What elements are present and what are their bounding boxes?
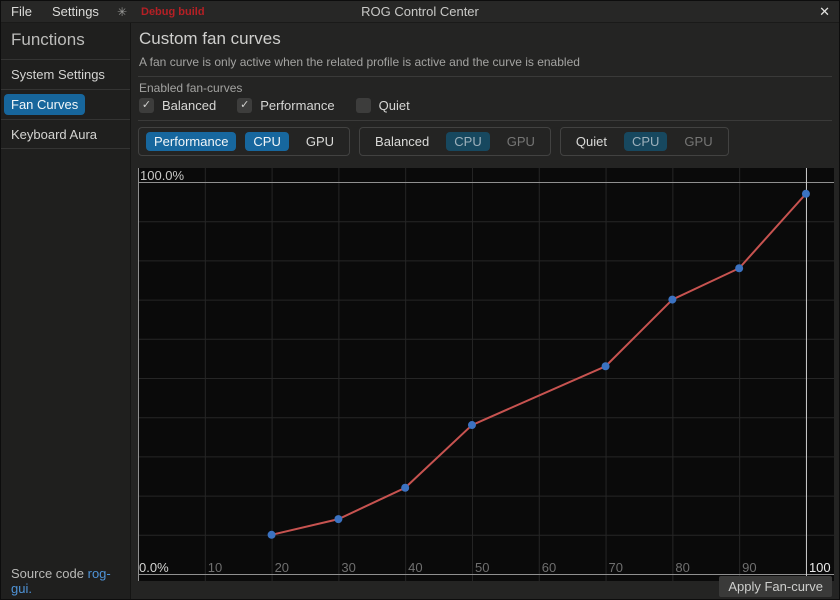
fan-group-balanced: Balanced CPU GPU: [359, 127, 551, 156]
fan-curve-point[interactable]: [735, 264, 744, 273]
menu-settings[interactable]: Settings: [51, 4, 99, 19]
apply-fan-curve-button[interactable]: Apply Fan-curve: [719, 576, 832, 597]
fan-curve-line: [271, 193, 807, 536]
divider: [138, 76, 832, 77]
rog-gui-link[interactable]: rog-gui.: [11, 566, 111, 596]
x-tick-label: 100: [809, 560, 831, 575]
fan-curve-point[interactable]: [601, 362, 610, 371]
checkbox-label: Balanced: [162, 98, 217, 113]
x-tick-label: 40: [408, 560, 422, 575]
profile-group-row: Performance CPU GPU Balanced CPU GPU Qui…: [138, 127, 729, 156]
divider: [138, 120, 832, 121]
checkbox-icon: ✓: [237, 98, 253, 113]
fan-curve-point[interactable]: [467, 421, 476, 430]
x-tick-label: 20: [275, 560, 289, 575]
fan-curve-point[interactable]: [401, 483, 410, 492]
checkbox-quiet[interactable]: Quiet: [355, 98, 410, 113]
checkbox-icon: [355, 98, 371, 113]
enabled-checkbox-row: ✓ Balanced ✓ Performance Quiet: [139, 98, 410, 113]
profile-tab-quiet[interactable]: Quiet: [575, 134, 607, 149]
page-subtitle: A fan curve is only active when the rela…: [139, 55, 580, 69]
fan-curve-point[interactable]: [801, 189, 810, 198]
fan-curve-point[interactable]: [267, 530, 276, 539]
sidebar-item-label: Fan Curves: [4, 94, 86, 115]
page-title: Custom fan curves: [139, 29, 281, 48]
enabled-fan-curves-label: Enabled fan-curves: [139, 81, 243, 95]
profile-tab-balanced[interactable]: Balanced: [375, 134, 430, 149]
checkbox-performance[interactable]: ✓ Performance: [237, 98, 335, 113]
sidebar-item-label: Keyboard Aura: [11, 126, 98, 142]
checkbox-balanced[interactable]: ✓ Balanced: [139, 98, 216, 113]
fan-group-performance: Performance CPU GPU: [138, 127, 351, 156]
sidebar-item-fan-curves[interactable]: Fan Curves: [1, 89, 130, 119]
fan-group-quiet: Quiet CPU GPU: [559, 127, 729, 156]
x-tick-label: 90: [742, 560, 756, 575]
sidebar-item-label: System Settings: [11, 67, 105, 82]
checkbox-label: Quiet: [378, 98, 410, 113]
x-tick-label: 30: [341, 560, 355, 575]
fan-tab-balanced-gpu[interactable]: GPU: [506, 134, 535, 149]
source-code-text: Source code: [11, 566, 88, 581]
fan-curve-point[interactable]: [334, 515, 343, 524]
checkbox-label: Performance: [260, 98, 335, 113]
x-tick-label: 80: [675, 560, 689, 575]
x-tick-label: 60: [542, 560, 556, 575]
x-tick-label: 50: [475, 560, 489, 575]
fan-tab-quiet-gpu[interactable]: GPU: [684, 134, 713, 149]
y-axis-bottom-label: 0.0%: [139, 560, 169, 575]
close-icon[interactable]: ✕: [819, 4, 830, 19]
fan-tab-performance-gpu[interactable]: GPU: [305, 134, 335, 149]
debug-build-badge: Debug build: [141, 5, 205, 18]
sidebar: Functions System Settings Fan Curves Key…: [1, 23, 131, 599]
sidebar-header: Functions: [11, 30, 85, 49]
fan-tab-balanced-cpu[interactable]: CPU: [446, 132, 490, 151]
sidebar-item-keyboard-aura[interactable]: Keyboard Aura: [1, 119, 130, 149]
y-axis-top-label: 100.0%: [140, 168, 185, 183]
sidebar-item-system-settings[interactable]: System Settings: [1, 59, 130, 89]
sidebar-list: System Settings Fan Curves Keyboard Aura: [1, 59, 130, 149]
main-panel: Custom fan curves A fan curve is only ac…: [131, 23, 839, 599]
x-tick-label: 10: [208, 560, 222, 575]
source-code-footer: Source code rog-gui.: [11, 566, 130, 596]
theme-sun-icon[interactable]: ✳: [116, 4, 127, 19]
fan-curve-chart[interactable]: 100.0% 0.0% 10 20 30 40 50 60 70 80 90 100: [138, 168, 834, 581]
titlebar: File Settings ✳ Debug build ROG Control …: [1, 1, 839, 23]
menu-file[interactable]: File: [11, 4, 32, 19]
fan-tab-quiet-cpu[interactable]: CPU: [623, 132, 668, 151]
fan-tab-performance-cpu[interactable]: CPU: [245, 132, 289, 151]
fan-curve-point[interactable]: [668, 295, 677, 304]
checkbox-icon: ✓: [139, 98, 154, 113]
x-tick-label: 70: [609, 560, 623, 575]
profile-tab-performance[interactable]: Performance: [146, 132, 237, 151]
